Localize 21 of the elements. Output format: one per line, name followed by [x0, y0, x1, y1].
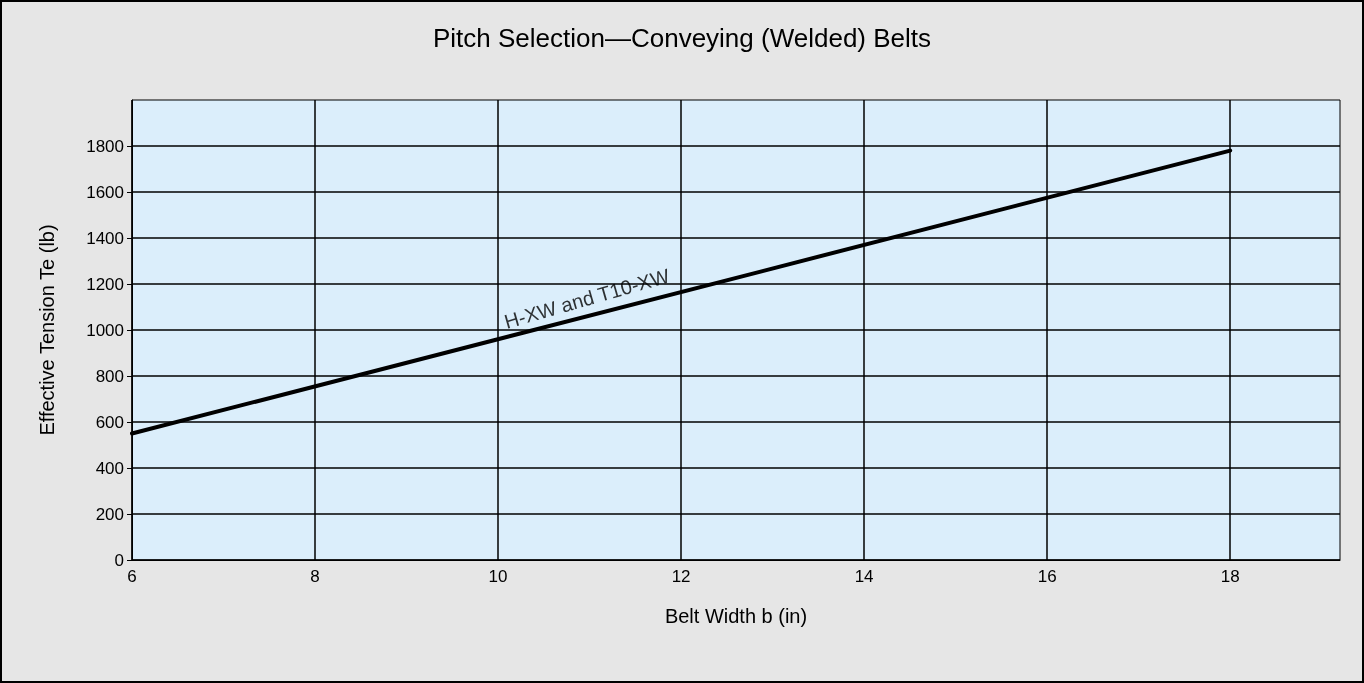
chart-title: Pitch Selection—Conveying (Welded) Belts	[432, 23, 932, 53]
y-tick-label: 1400	[86, 228, 124, 248]
x-tick-label: 14	[854, 567, 874, 586]
y-tick-label: 1000	[86, 320, 124, 340]
x-tick-label: 12	[671, 567, 691, 586]
y-axis-title: Effective Tension Te (lb)	[36, 224, 58, 436]
x-tick-label: 16	[1037, 567, 1057, 586]
x-tick-label: 18	[1220, 567, 1240, 586]
y-tick-label: 1600	[86, 182, 124, 202]
y-tick-label: 200	[95, 504, 124, 524]
x-tick-label: 8	[310, 567, 320, 586]
x-axis-title: Belt Width b (in)	[664, 605, 808, 627]
y-tick-label: 1200	[86, 274, 124, 294]
y-tick-label: 600	[95, 412, 124, 432]
y-tick-label: 400	[95, 458, 124, 478]
y-tick-label: 1800	[86, 136, 124, 156]
annotation: H-XW and T10-XW	[501, 264, 672, 333]
y-tick-label: 800	[95, 366, 124, 386]
x-tick-label: 10	[488, 567, 508, 586]
y-tick-label: 0	[114, 550, 124, 570]
x-tick-label: 6	[127, 567, 137, 586]
